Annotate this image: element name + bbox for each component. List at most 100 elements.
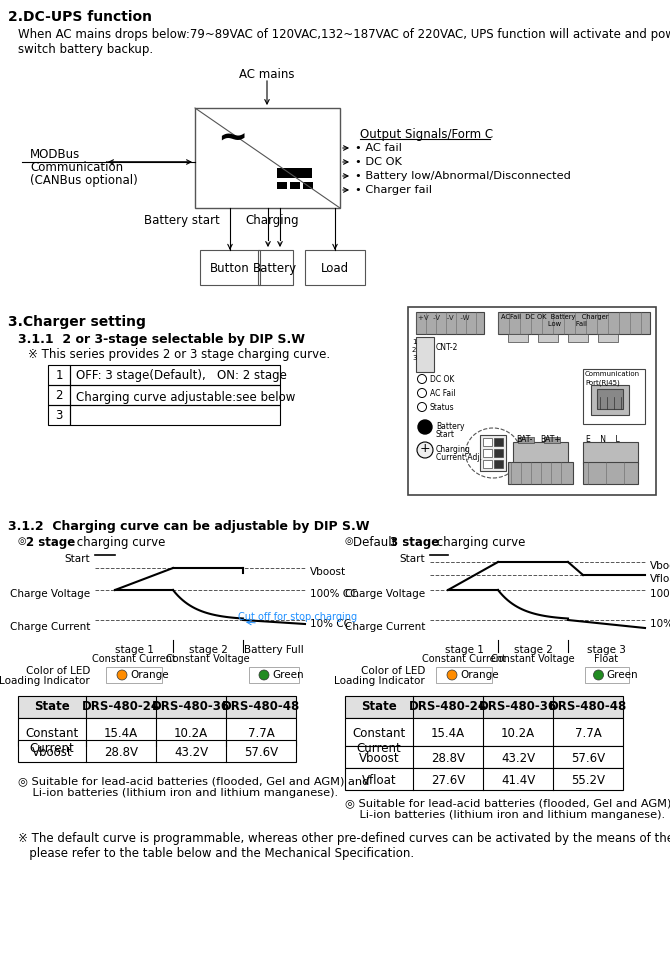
Text: Vfloat: Vfloat: [362, 774, 397, 787]
Text: Green: Green: [272, 670, 304, 680]
Text: DC OK: DC OK: [430, 375, 454, 384]
Text: 7.7A: 7.7A: [575, 727, 602, 740]
Text: ACFail  DC OK  Battery   Charger: ACFail DC OK Battery Charger: [501, 314, 608, 320]
Text: Status: Status: [430, 403, 455, 412]
Bar: [416, 337, 434, 372]
Text: 3 stage: 3 stage: [390, 536, 440, 549]
Bar: [494, 438, 503, 446]
Bar: [494, 460, 503, 468]
Bar: [303, 182, 313, 189]
Text: 41.4V: 41.4V: [501, 774, 535, 787]
Text: Vfloat: Vfloat: [650, 574, 670, 584]
Bar: [200, 250, 260, 285]
Bar: [513, 442, 568, 464]
Bar: [258, 250, 293, 285]
Text: MODBus: MODBus: [30, 148, 80, 161]
Bar: [583, 442, 638, 464]
Text: BAT+: BAT+: [540, 435, 561, 444]
Text: Charging: Charging: [436, 445, 471, 454]
Text: DRS-480-36: DRS-480-36: [479, 700, 557, 713]
Text: Charge Voltage: Charge Voltage: [345, 589, 425, 599]
Circle shape: [417, 375, 427, 383]
Text: Orange: Orange: [460, 670, 498, 680]
Circle shape: [259, 670, 269, 680]
Text: DRS-480-24: DRS-480-24: [409, 700, 487, 713]
Text: Color of LED: Color of LED: [360, 666, 425, 676]
Text: Constant Voltage: Constant Voltage: [491, 654, 575, 664]
Text: Loading Indicator: Loading Indicator: [334, 676, 425, 686]
Text: Battery: Battery: [436, 422, 464, 431]
Bar: [70, 365, 280, 385]
Text: ~: ~: [217, 122, 247, 156]
Text: Button: Button: [210, 262, 250, 275]
Bar: [277, 168, 312, 178]
Text: 3: 3: [56, 409, 63, 422]
Bar: [568, 334, 588, 342]
Text: 2.DC-UPS function: 2.DC-UPS function: [8, 10, 152, 24]
Text: Charge Voltage: Charge Voltage: [10, 589, 90, 599]
Text: Constant Current: Constant Current: [92, 654, 176, 664]
Bar: [508, 334, 528, 342]
Circle shape: [447, 670, 457, 680]
Text: Green: Green: [606, 670, 638, 680]
Text: 3: 3: [412, 355, 417, 361]
Bar: [436, 667, 492, 683]
Text: Constant
Current: Constant Current: [25, 727, 78, 755]
Text: Start: Start: [399, 554, 425, 564]
Text: 57.6V: 57.6V: [571, 752, 605, 765]
Text: Communication: Communication: [585, 371, 640, 377]
Text: State: State: [34, 700, 70, 713]
Text: 1: 1: [55, 369, 63, 382]
Bar: [18, 740, 296, 762]
Text: Color of LED: Color of LED: [25, 666, 90, 676]
Text: Default: Default: [353, 536, 400, 549]
Text: • Battery low/Abnormal/Disconnected: • Battery low/Abnormal/Disconnected: [355, 171, 571, 181]
Bar: [483, 438, 492, 446]
Bar: [48, 365, 70, 385]
Text: 10% CC: 10% CC: [310, 619, 351, 629]
Bar: [290, 182, 300, 189]
Bar: [305, 250, 365, 285]
Text: stage 2: stage 2: [514, 645, 553, 655]
Circle shape: [418, 420, 432, 434]
Text: • AC fail: • AC fail: [355, 143, 402, 153]
Text: charging curve: charging curve: [73, 536, 165, 549]
Text: Charging curve adjustable:see below: Charging curve adjustable:see below: [76, 390, 295, 404]
Text: ※ The default curve is programmable, whereas other pre-defined curves can be act: ※ The default curve is programmable, whe…: [18, 832, 670, 860]
Circle shape: [594, 670, 604, 680]
Text: 10% CC: 10% CC: [650, 619, 670, 629]
Bar: [538, 334, 558, 342]
Text: Vboost: Vboost: [358, 752, 399, 765]
Bar: [483, 460, 492, 468]
Bar: [277, 182, 287, 189]
Text: ◎: ◎: [345, 536, 356, 546]
Text: Battery Full: Battery Full: [244, 645, 304, 655]
Bar: [48, 405, 70, 425]
Text: 43.2V: 43.2V: [174, 746, 208, 759]
Bar: [480, 435, 506, 471]
Bar: [345, 718, 623, 746]
Bar: [18, 696, 296, 718]
Bar: [583, 369, 645, 424]
Text: Low       Fail: Low Fail: [548, 321, 587, 327]
Text: 15.4A: 15.4A: [431, 727, 465, 740]
Text: ◎ Suitable for lead-acid batteries (flooded, Gel and AGM) and
    Li-ion batteri: ◎ Suitable for lead-acid batteries (floo…: [18, 776, 369, 798]
Text: ◎ Suitable for lead-acid batteries (flooded, Gel and AGM) and
    Li-ion batteri: ◎ Suitable for lead-acid batteries (floo…: [345, 798, 670, 820]
Text: DRS-480-24: DRS-480-24: [82, 700, 160, 713]
Text: Charge Current: Charge Current: [9, 622, 90, 632]
Text: stage 2: stage 2: [188, 645, 227, 655]
Text: CNT-2: CNT-2: [436, 343, 458, 352]
Text: Battery start: Battery start: [144, 214, 220, 227]
Text: • Charger fail: • Charger fail: [355, 185, 432, 195]
Text: Start: Start: [436, 430, 455, 439]
Text: 2: 2: [412, 347, 416, 353]
Text: 10.2A: 10.2A: [174, 727, 208, 740]
Text: Start: Start: [64, 554, 90, 564]
Bar: [483, 449, 492, 457]
Text: (CANBus optional): (CANBus optional): [30, 174, 138, 187]
Text: Constant Voltage: Constant Voltage: [166, 654, 250, 664]
Text: Charging: Charging: [245, 214, 299, 227]
Text: 57.6V: 57.6V: [244, 746, 278, 759]
Text: BAT-: BAT-: [516, 435, 533, 444]
Text: Current Adj.: Current Adj.: [436, 453, 482, 462]
